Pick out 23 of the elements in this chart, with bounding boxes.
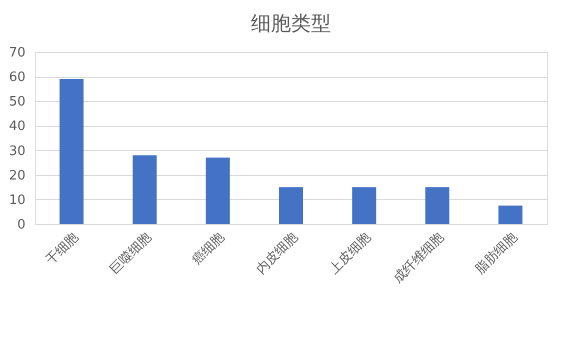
x-tick-label: 癌细胞 [190, 230, 228, 268]
y-tick-label: 40 [8, 119, 26, 134]
y-tick-label: 60 [8, 70, 26, 86]
bar [352, 187, 376, 224]
bar [279, 187, 303, 224]
bar [425, 187, 450, 224]
y-tick-label: 30 [8, 144, 26, 159]
y-tick-label: 10 [8, 192, 26, 208]
y-tick-label: 20 [8, 168, 26, 184]
x-tick-label: 成纤维细胞 [390, 230, 448, 286]
x-tick-label: 巨噬细胞 [107, 230, 155, 278]
x-tick-label: 脂肪细胞 [472, 230, 520, 278]
bar [206, 158, 230, 224]
y-tick-label: 70 [8, 46, 26, 60]
bar [132, 155, 157, 224]
x-tick-label: 上皮细胞 [326, 230, 374, 278]
bar [498, 206, 522, 224]
bar [60, 79, 84, 224]
y-tick-label: 50 [8, 94, 26, 110]
x-tick-label: 干细胞 [43, 230, 82, 268]
chart-title: 细胞类型 [251, 11, 331, 35]
y-tick-label: 0 [17, 218, 26, 232]
x-tick-label: 内皮细胞 [254, 230, 301, 278]
